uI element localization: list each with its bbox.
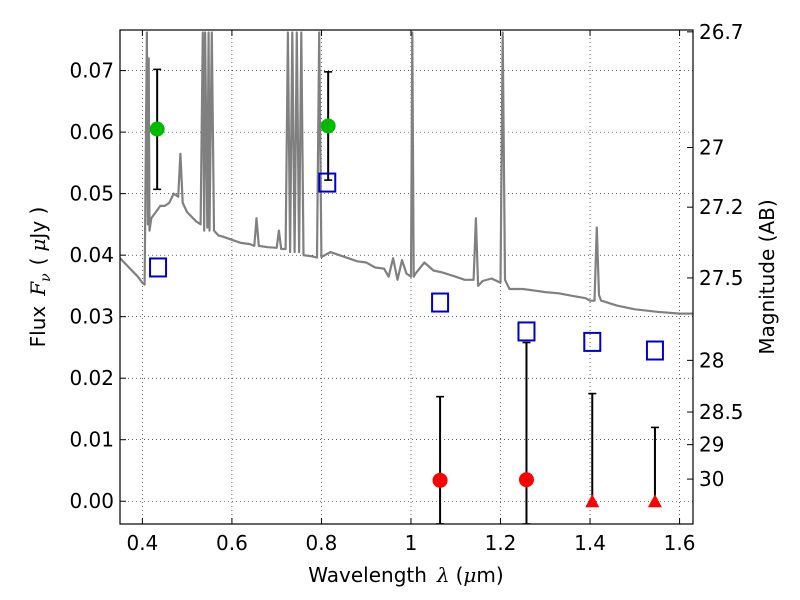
upper-limit-triangle xyxy=(585,494,600,508)
model-photometry-square xyxy=(583,331,602,352)
model-photometry-square xyxy=(318,172,337,193)
non-detection-point xyxy=(432,472,448,488)
y2-tick-label: 27 xyxy=(699,136,724,160)
detection-point xyxy=(149,121,165,137)
y-tick-label: 0.00 xyxy=(69,489,114,513)
y2-tick-label: 30 xyxy=(699,467,724,491)
y2-tick-label: 29 xyxy=(699,433,724,457)
y-tick-label: 0.01 xyxy=(69,428,114,452)
x-tick-label: 0.6 xyxy=(216,531,248,555)
x-tick-label: 1 xyxy=(405,531,418,555)
y2-tick-label: 27.2 xyxy=(699,195,744,219)
detection-point xyxy=(320,118,336,134)
model-photometry-square xyxy=(645,340,664,361)
y2-tick-label: 28 xyxy=(699,348,724,372)
plot-area xyxy=(120,31,693,524)
model-photometry-square xyxy=(149,257,168,278)
y2-tick-label: 26.7 xyxy=(699,20,744,44)
x-tick-label: 1.4 xyxy=(574,531,606,555)
upper-limit-triangle xyxy=(647,494,662,508)
y-tick-label: 0.06 xyxy=(69,120,114,144)
model-photometry-square xyxy=(431,292,450,313)
y-tick-label: 0.02 xyxy=(69,366,114,390)
y2-tick-label: 27.5 xyxy=(699,266,744,290)
y2-tick-label: 28.5 xyxy=(699,400,744,424)
non-detection-point xyxy=(518,472,534,488)
x-axis-label: Wavelength λ (μm) xyxy=(308,563,503,587)
x-tick-label: 1.6 xyxy=(664,531,696,555)
model-spectrum-line xyxy=(120,31,693,315)
y-tick-label: 0.07 xyxy=(69,59,114,83)
y-tick-label: 0.05 xyxy=(69,182,114,206)
ticks: 0.4 0.6 0.8 1 1.2 1.4 1.6 0.00 0.01 0.02 0.03 0.04 0… xyxy=(69,20,743,555)
y-tick-label: 0.03 xyxy=(69,305,114,329)
x-tick-label: 0.4 xyxy=(126,531,158,555)
x-tick-label: 0.8 xyxy=(306,531,338,555)
plot-frame xyxy=(119,29,694,525)
y-tick-label: 0.04 xyxy=(69,243,114,267)
model-photometry-square xyxy=(517,321,536,342)
y2-axis-label: Magnitude (AB) xyxy=(755,199,779,354)
x-tick-label: 1.2 xyxy=(485,531,517,555)
y-axis-label: FluxFν(μJy ) xyxy=(26,207,54,348)
